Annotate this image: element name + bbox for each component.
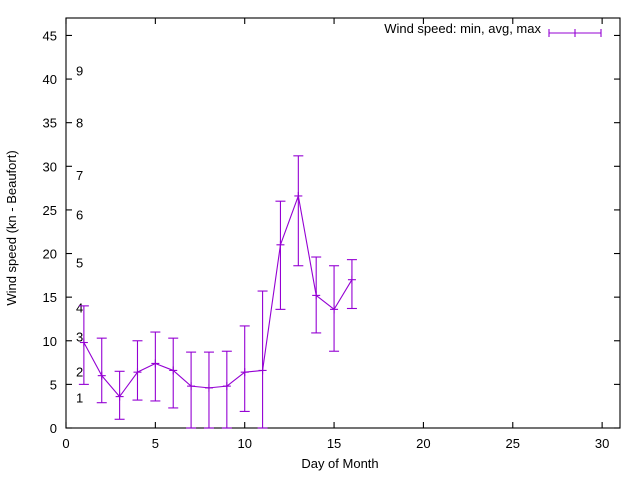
x-tick-label: 0 [62, 436, 69, 451]
beaufort-tick-label: 8 [76, 116, 83, 131]
y-tick-label: 15 [43, 290, 57, 305]
beaufort-tick-label: 7 [76, 168, 83, 183]
error-bar [346, 259, 357, 310]
x-tick-label: 5 [152, 436, 159, 451]
error-bar [186, 351, 197, 429]
error-bar [257, 290, 268, 429]
beaufort-scale-labels: 1 2 3 4 5 6 7 8 9 [76, 63, 83, 405]
y-tick-label: 0 [50, 421, 57, 436]
y-tick-label: 25 [43, 203, 57, 218]
y-tick-label: 45 [43, 28, 57, 43]
beaufort-tick-label: 3 [76, 329, 83, 344]
avg-polyline [83, 195, 353, 398]
beaufort-tick-label: 4 [76, 301, 83, 316]
x-axis-title: Day of Month [301, 456, 378, 471]
x-tick-label: 25 [506, 436, 520, 451]
y-tick-label: 20 [43, 247, 57, 262]
beaufort-tick-label: 9 [76, 63, 83, 78]
x-tick-label: 10 [237, 436, 251, 451]
error-bar [96, 337, 107, 404]
error-bar [293, 155, 304, 267]
beaufort-tick-label: 6 [76, 207, 83, 222]
average-line [83, 195, 353, 398]
legend-key-symbol [548, 29, 602, 37]
beaufort-tick-label: 2 [76, 364, 83, 379]
x-tick-label: 15 [327, 436, 341, 451]
x-axis-ticks: 0 5 10 15 20 25 30 [62, 18, 609, 451]
y-axis-title: Wind speed (kn - Beaufort) [4, 150, 19, 305]
error-bar [203, 351, 214, 429]
x-tick-label: 30 [595, 436, 609, 451]
beaufort-tick-label: 5 [76, 255, 83, 270]
y-tick-label: 5 [50, 377, 57, 392]
plot-frame [65, 17, 621, 429]
y-tick-label: 10 [43, 334, 57, 349]
error-bar [239, 325, 250, 412]
legend-entry-label: Wind speed: min, avg, max [384, 21, 541, 36]
error-bar [275, 200, 286, 310]
error-bar [114, 370, 125, 420]
error-bar [150, 331, 161, 402]
legend: Wind speed: min, avg, max [384, 21, 602, 37]
y-tick-label: 40 [43, 72, 57, 87]
error-bar [221, 350, 232, 429]
y-tick-label: 35 [43, 116, 57, 131]
x-tick-label: 20 [416, 436, 430, 451]
beaufort-tick-label: 1 [76, 390, 83, 405]
y-tick-label: 30 [43, 159, 57, 174]
